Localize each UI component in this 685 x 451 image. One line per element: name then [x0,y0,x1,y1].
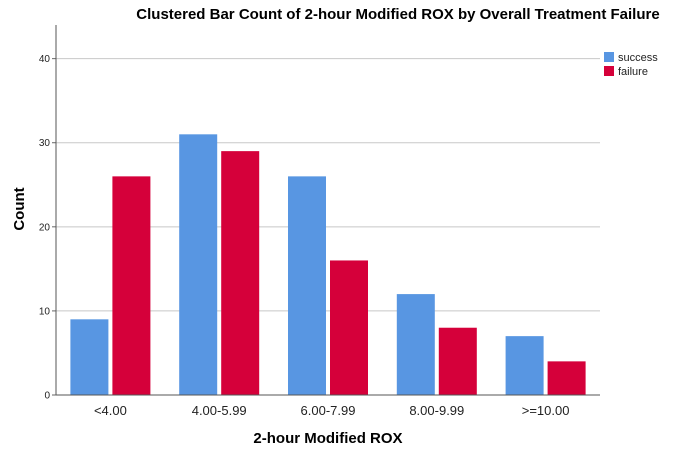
y-tick-label: 10 [39,306,51,317]
x-tick-label: 8.00-9.99 [409,403,464,418]
bars [70,134,586,395]
legend-label-failure: failure [618,66,648,78]
bar-success-4 [505,336,544,395]
bar-failure-4 [547,361,586,395]
legend-swatch-failure [604,66,614,76]
y-tick-label: 20 [39,222,51,233]
chart-title: Clustered Bar Count of 2-hour Modified R… [136,6,659,23]
bar-failure-1 [221,151,260,395]
bar-success-1 [179,134,218,395]
bar-failure-0 [112,176,151,395]
legend: success failure [604,52,658,78]
legend-swatch-success [604,52,614,62]
y-axis-ticks: 0 10 20 30 40 [39,54,56,402]
x-tick-label: >=10.00 [522,403,570,418]
bar-failure-3 [438,327,477,395]
y-axis-title: Count [11,187,28,230]
bar-failure-2 [330,260,368,395]
legend-label-success: success [618,52,658,64]
x-tick-label: 4.00-5.99 [192,403,247,418]
x-axis-tick-labels: <4.00 4.00-5.99 6.00-7.99 8.00-9.99 >=10.00 [94,403,570,418]
x-tick-label: 6.00-7.99 [301,403,356,418]
bar-success-0 [70,319,109,395]
y-tick-label: 30 [39,138,51,149]
x-axis-title: 2-hour Modified ROX [253,430,402,447]
bar-success-3 [396,294,435,395]
bar-success-2 [288,176,326,395]
y-tick-label: 0 [44,391,50,402]
x-tick-label: <4.00 [94,403,127,418]
y-tick-label: 40 [39,54,51,65]
